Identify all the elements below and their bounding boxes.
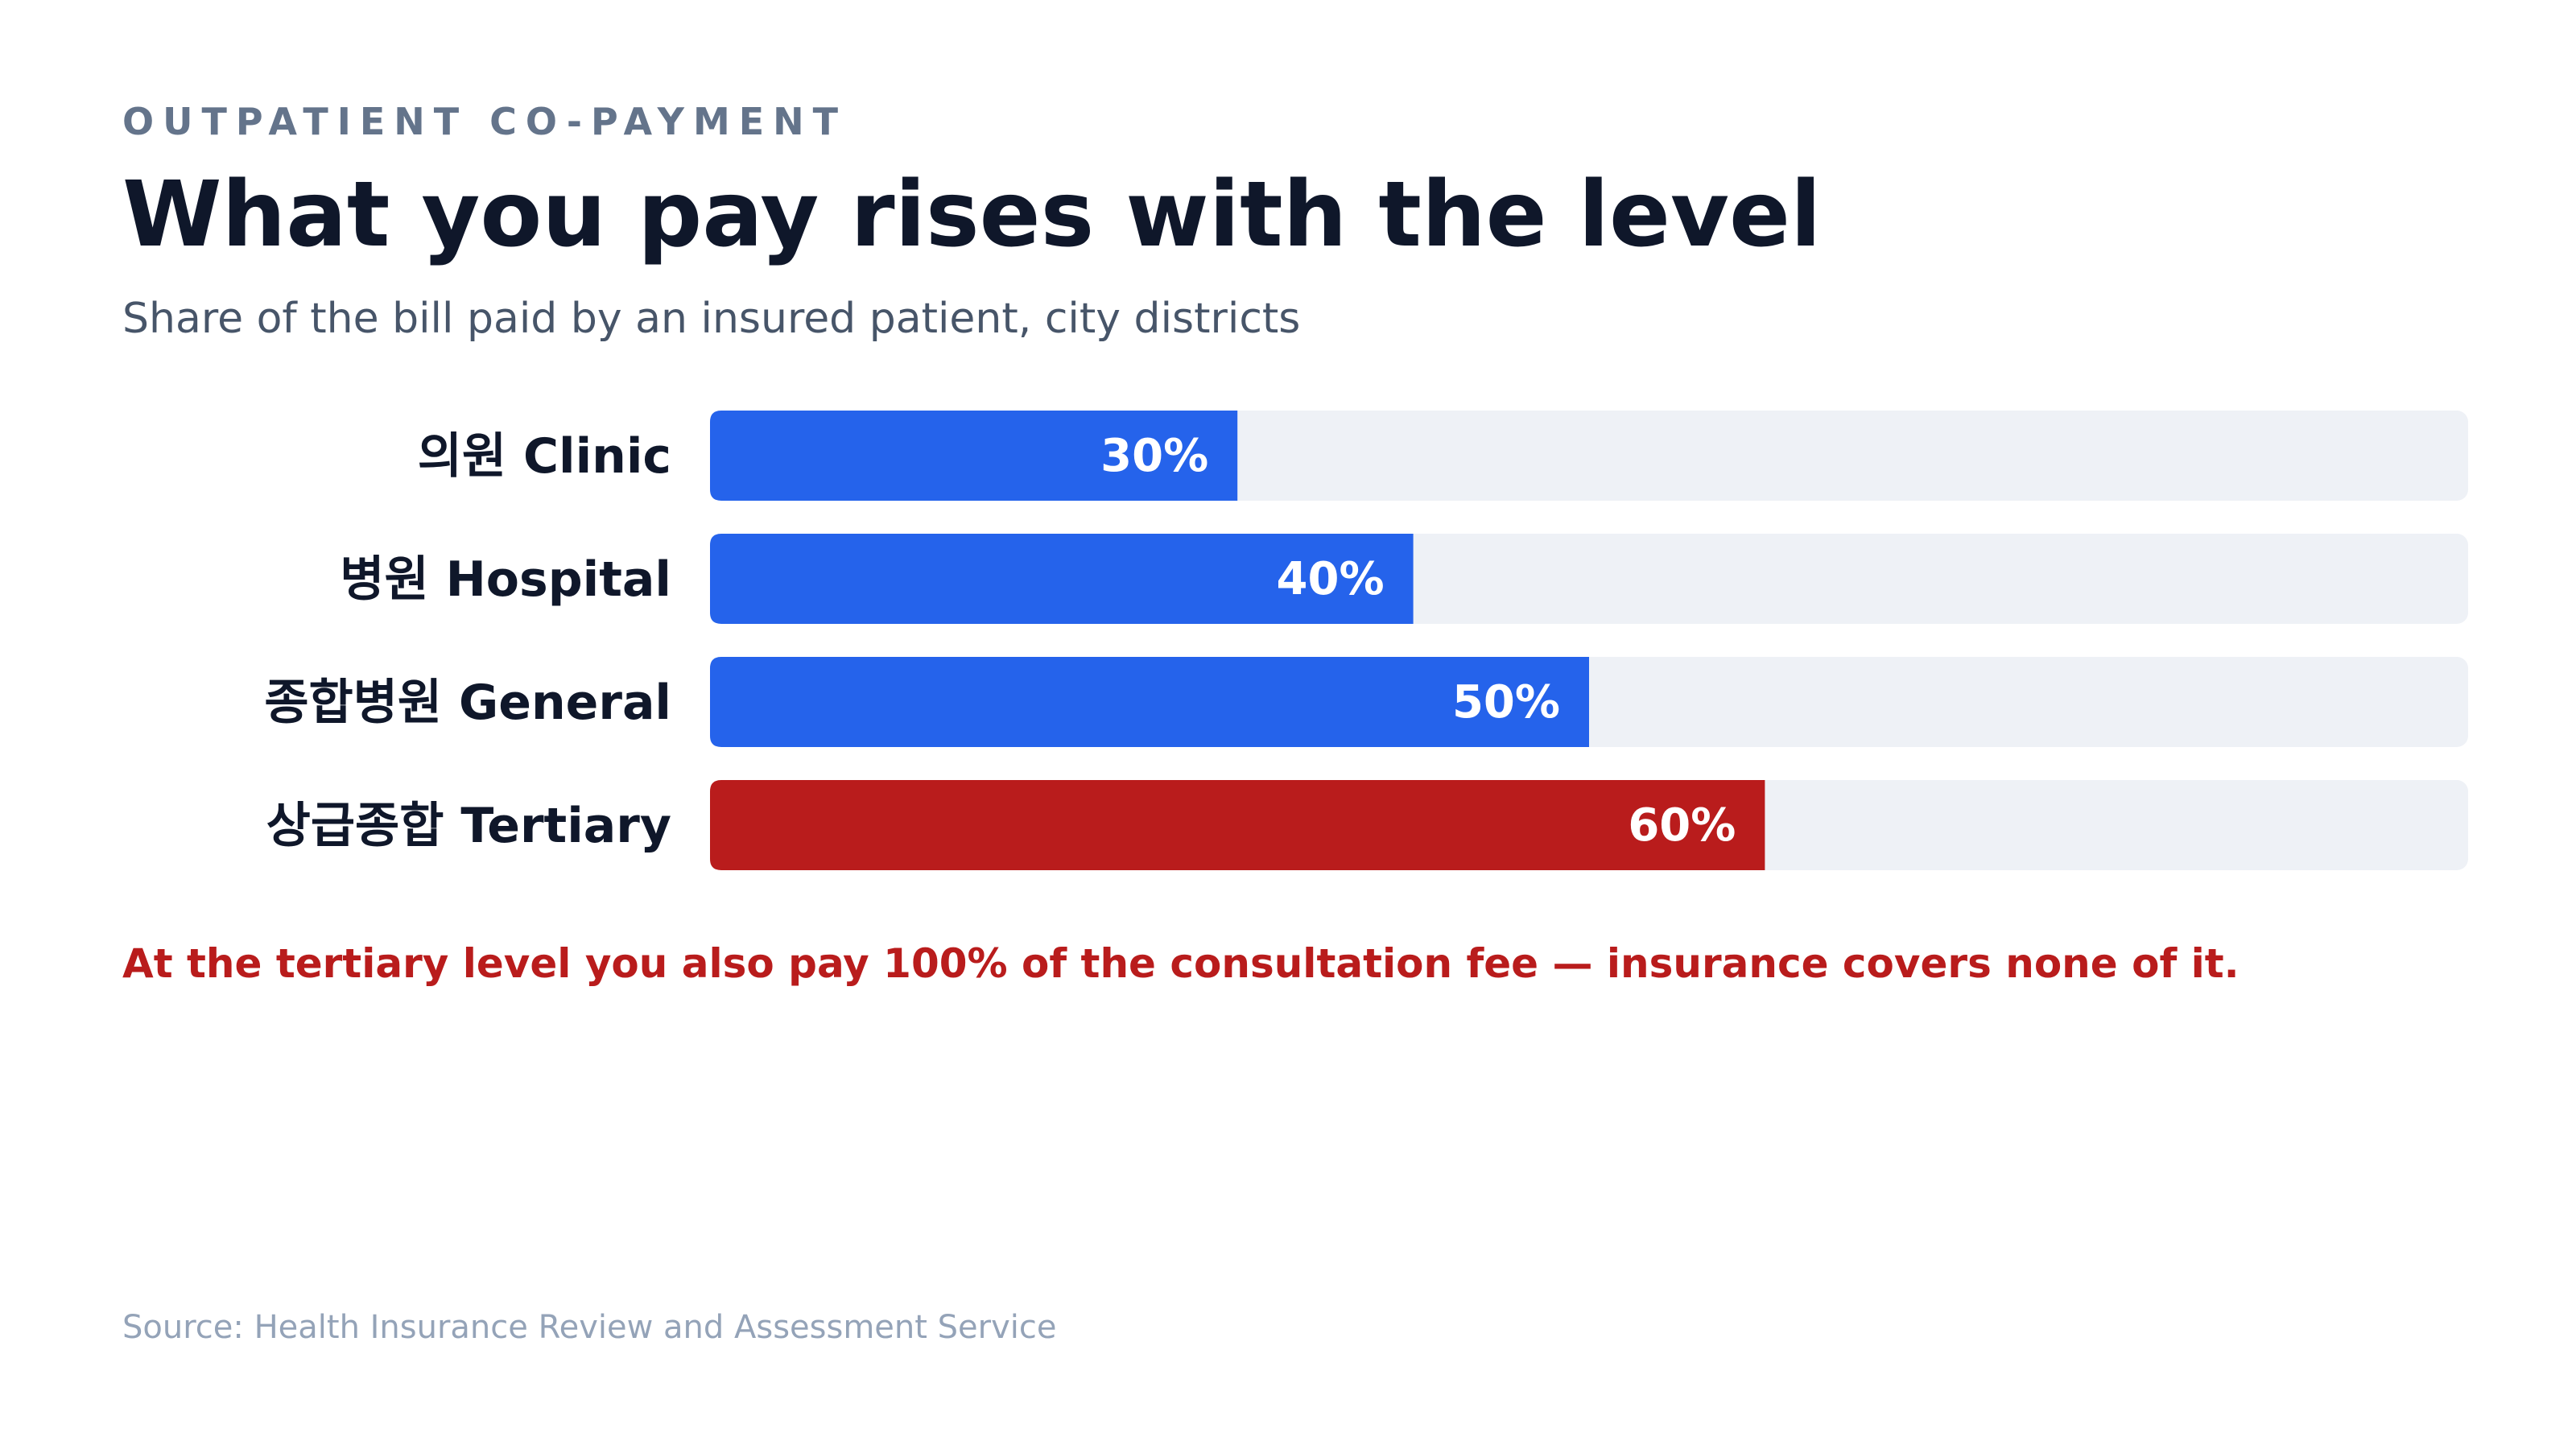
source-note: Source: Health Insurance Review and Asse… [122, 1309, 1057, 1346]
category-label: 종합병원 General [264, 675, 671, 731]
tertiary-note: At the tertiary level you also pay 100% … [122, 940, 2240, 987]
bar-value-label: 60% [1628, 799, 1736, 852]
chart-eyebrow: OUTPATIENT CO-PAYMENT [122, 100, 848, 143]
bar-value-label: 40% [1277, 553, 1385, 605]
bar [710, 411, 1238, 501]
bar-value-label: 30% [1100, 430, 1208, 482]
bar-row: 60% 상급종합 Tertiary [266, 780, 2468, 870]
bar [710, 534, 1414, 624]
bar-value-label: 50% [1452, 676, 1560, 729]
bar [710, 657, 1589, 747]
category-label: 상급종합 Tertiary [266, 798, 671, 854]
bar-highlight [710, 780, 1765, 870]
bar-row: 40% 병원 Hospital [340, 534, 2468, 624]
category-label: 의원 Clinic [418, 428, 671, 485]
bar-row: 30% 의원 Clinic [418, 411, 2468, 501]
chart-title: What you pay rises with the level [122, 163, 1822, 267]
bar-row: 50% 종합병원 General [264, 657, 2468, 747]
category-label: 병원 Hospital [340, 551, 671, 608]
chart-subtitle: Share of the bill paid by an insured pat… [122, 295, 1301, 343]
